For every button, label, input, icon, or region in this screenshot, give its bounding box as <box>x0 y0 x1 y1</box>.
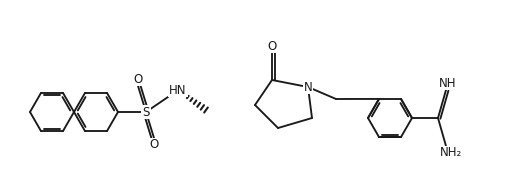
Text: O: O <box>267 39 277 53</box>
Text: O: O <box>134 73 143 86</box>
Text: NH₂: NH₂ <box>440 147 462 159</box>
Text: S: S <box>143 105 150 118</box>
Text: N: N <box>303 80 312 93</box>
Text: O: O <box>149 138 159 152</box>
Text: NH: NH <box>439 76 457 89</box>
Text: HN: HN <box>169 84 187 96</box>
